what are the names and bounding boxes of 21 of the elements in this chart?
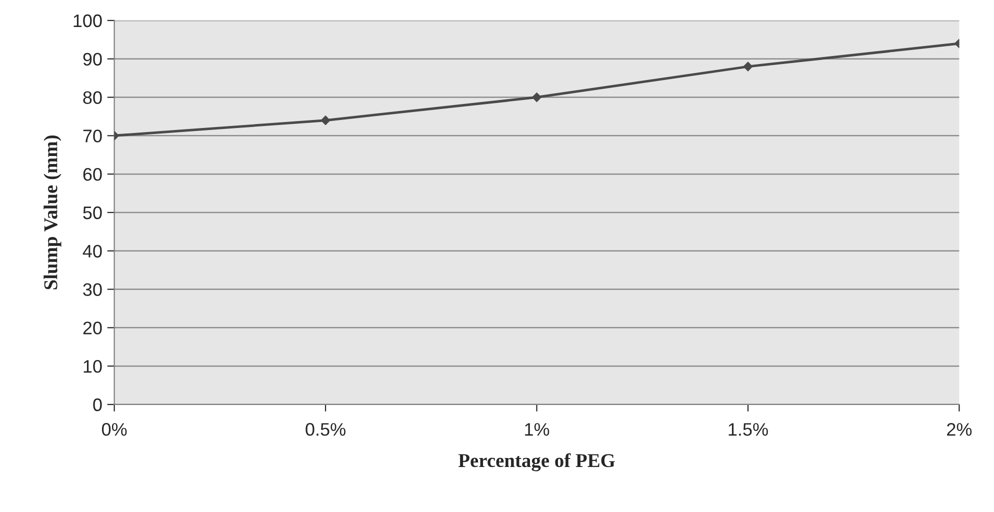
y-tick-label: 30 — [83, 283, 102, 296]
point — [320, 116, 330, 125]
y-tick-label: 10 — [84, 360, 102, 373]
x-tick-label: 2% — [947, 423, 972, 436]
x-tick-label: 0% — [102, 423, 127, 436]
y-tick-label: 90 — [83, 52, 102, 66]
y-tick-label: 20 — [83, 322, 102, 334]
y-tick-label: 50 — [83, 206, 102, 220]
point — [743, 62, 753, 72]
y-tick-label: 0 — [93, 398, 102, 412]
y-tick-label: 100 — [74, 14, 102, 28]
y-axis-title: Slump Value (mm) — [44, 136, 62, 290]
x-axis-title: Percentage of PEG — [458, 453, 615, 472]
y-tick-label: 80 — [83, 91, 102, 104]
x-tick-label: 1% — [525, 423, 550, 436]
y-tick-label: 70 — [83, 130, 102, 142]
point — [532, 92, 542, 102]
x-tick-label: 0.5% — [306, 423, 346, 436]
x-tick-label: 1.5% — [728, 423, 768, 436]
y-tick-label: 60 — [83, 168, 102, 181]
y-tick-label: 40 — [82, 244, 102, 258]
